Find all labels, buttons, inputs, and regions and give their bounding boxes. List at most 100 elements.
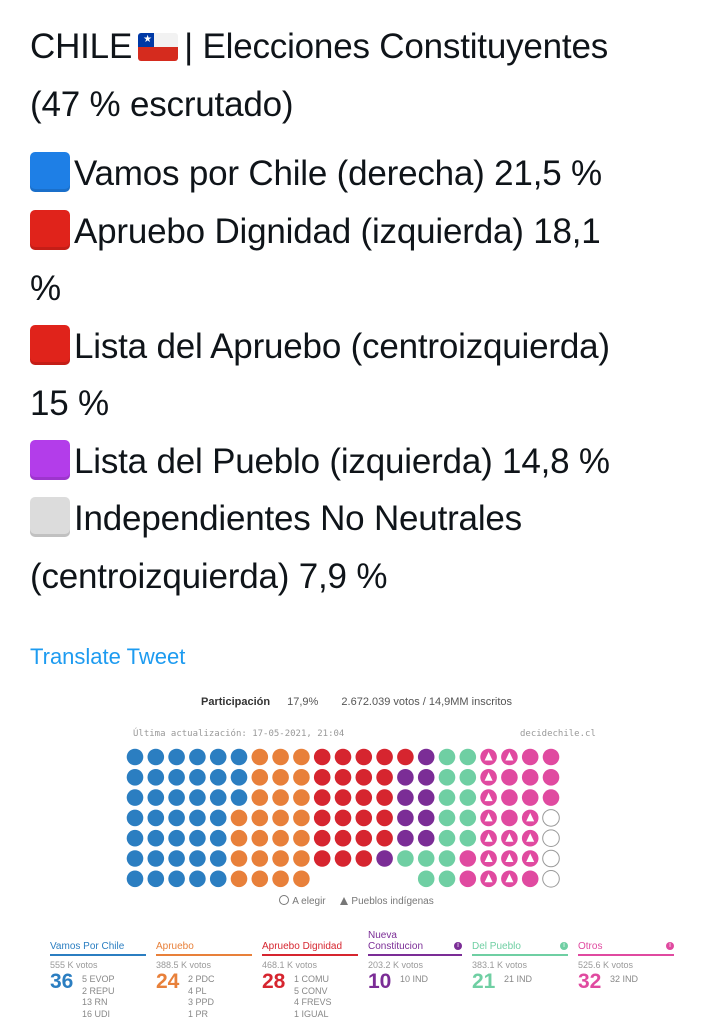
seat-red <box>313 829 331 847</box>
tweet-result-line-cont: 15 % <box>30 384 109 423</box>
seat-orange <box>293 748 310 766</box>
seat-orange <box>272 809 289 827</box>
party-subgroup: 1 COMU <box>294 974 330 984</box>
party-votes: 468.1 K votos <box>262 960 318 970</box>
info-icon[interactable]: i <box>666 942 674 950</box>
legend-indigenous: Pueblos indígenas <box>351 896 434 907</box>
party-column[interactable]: Del Pueblo i 383.1 K votos 21 21 IND <box>472 930 568 993</box>
tweet-result-text: Lista del Pueblo (izquierda) 14,8 % <box>74 441 610 481</box>
seat-red <box>355 789 373 806</box>
seat-blue <box>126 829 144 847</box>
indigenous-seat-marker <box>526 812 535 822</box>
seat-blue <box>209 850 227 867</box>
seat-orange <box>251 789 269 806</box>
tweet-result-line: Lista del Pueblo (izquierda) 14,8 % <box>30 433 690 491</box>
party-votes: 525.6 K votos <box>578 960 634 970</box>
party-subgroup: 2 PDC <box>188 974 215 984</box>
seat-blue <box>189 789 206 806</box>
seat-blue <box>230 769 248 786</box>
seat-pink <box>542 789 560 806</box>
party-subgroup: 2 REPU <box>82 985 115 996</box>
seat-red <box>313 850 331 867</box>
tweet-title-suffix: | Elecciones Constituyentes <box>184 27 609 66</box>
seat-blue <box>209 870 227 888</box>
tweet-result-text: Apruebo Dignidad (izquierda) 18,1 <box>74 211 601 251</box>
color-square-icon <box>30 497 70 537</box>
party-subgroups: 2 PDC 4 PL 3 PPD 1 PR <box>188 974 215 1020</box>
seat-blue <box>168 870 185 888</box>
seat-blue <box>209 829 227 847</box>
seat-blue <box>126 870 144 888</box>
seat-red <box>355 809 373 827</box>
indigenous-seat-marker <box>484 792 493 802</box>
indigenous-seat-marker <box>505 752 514 761</box>
seat-red <box>334 789 352 806</box>
translate-tweet-link[interactable]: Translate Tweet <box>30 644 186 669</box>
seat-blue <box>189 769 206 786</box>
seat-red <box>376 789 393 806</box>
tweet-result-line-cont: (centroizquierda) 7,9 % <box>30 556 388 596</box>
party-column[interactable]: Otros i 525.6 K votos 32 32 IND <box>578 930 674 993</box>
party-seats: 32 <box>578 970 602 993</box>
seat-blue <box>147 748 165 766</box>
seat-blue <box>147 809 165 827</box>
seat-blue <box>168 809 185 827</box>
participation-pct: 17,9% <box>287 696 319 708</box>
party-column[interactable]: Apruebo 388.5 K votos 24 2 PDC 4 PL 3 PPD 1 PR <box>156 930 252 1019</box>
seat-pink <box>501 769 518 786</box>
indigenous-seat-marker <box>484 772 493 781</box>
seat-orange <box>272 789 289 806</box>
party-name: Apruebo <box>156 930 252 956</box>
seat-blue <box>126 748 144 766</box>
info-icon[interactable]: i <box>454 942 462 950</box>
party-subgroup: 1 PR <box>188 1008 209 1019</box>
tweet-result-line: Independientes No Neutrales <box>30 490 690 548</box>
seat-red <box>376 829 393 847</box>
seat-pink <box>459 850 477 867</box>
info-icon[interactable]: i <box>560 942 568 950</box>
seat-blue <box>147 769 165 786</box>
party-votes: 555 K votos <box>50 960 98 970</box>
party-column[interactable]: Nueva Constitucion i 203.2 K votos 10 10 IND <box>368 930 462 993</box>
seat-red <box>313 769 331 786</box>
seat-pink <box>501 809 518 827</box>
seat-orange <box>272 748 289 766</box>
party-subgroups: 10 IND <box>400 974 428 986</box>
seat-purple <box>397 769 414 786</box>
seat-chart <box>126 748 560 888</box>
empty-seat-icon <box>279 895 290 905</box>
party-subgroups: 1 COMU 5 CONV 4 FREVS 1 IGUAL <box>294 974 332 1020</box>
tweet-results-list: Vamos por Chile (derecha) 21,5 % Apruebo … <box>30 145 690 605</box>
seat-orange <box>230 829 248 847</box>
seat-orange <box>251 870 269 888</box>
indigenous-seat-marker <box>526 833 535 842</box>
color-square-icon <box>30 439 70 480</box>
seat-blue <box>209 809 227 827</box>
party-seats: 21 <box>472 970 496 993</box>
party-subgroup: 3 PPD <box>188 997 215 1007</box>
party-name: Nueva Constitucion i <box>368 930 462 956</box>
seat-blue <box>189 829 206 847</box>
seat-pink <box>521 870 539 888</box>
seat-orange <box>293 769 310 786</box>
party-name-text: Apruebo Dignidad <box>262 941 343 952</box>
indigenous-seat-marker <box>505 873 514 883</box>
tweet-result-text: Vamos por Chile (derecha) 21,5 % <box>74 154 602 193</box>
seat-purple <box>397 789 414 806</box>
party-column[interactable]: Vamos Por Chile 555 K votos 36 5 EVOP 2 REPU… <box>50 930 146 1019</box>
tweet-result-text: Independientes No Neutrales <box>74 499 522 538</box>
party-subgroup: 4 FREVS <box>294 997 332 1007</box>
seat-red <box>334 748 352 766</box>
party-column[interactable]: Apruebo Dignidad 468.1 K votos 28 1 COMU 5 C… <box>262 930 358 1019</box>
seat-red <box>334 809 352 827</box>
election-infographic[interactable] <box>0 680 713 1024</box>
tweet-result-line: Lista del Apruebo (centroizquierda) <box>30 318 690 376</box>
party-seats: 10 <box>368 970 392 993</box>
party-votes: 383.1 K votos <box>472 960 528 970</box>
seat-blue <box>168 850 185 867</box>
seat-orange <box>251 809 269 827</box>
party-subgroup: 4 PL <box>188 985 207 996</box>
seat-blue <box>126 850 144 867</box>
color-square-icon <box>30 152 70 192</box>
indigenous-seat-marker <box>526 853 535 862</box>
